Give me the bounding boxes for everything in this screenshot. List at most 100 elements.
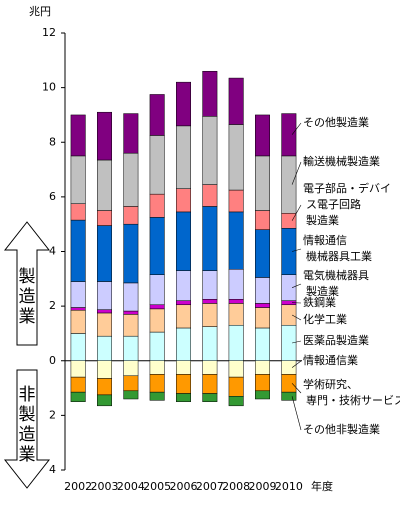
- bar-segment: [203, 299, 217, 303]
- x-axis-label: 年度: [311, 479, 333, 493]
- bar-segment: [282, 361, 296, 375]
- bar-segment: [176, 82, 190, 126]
- y-tick-label: 4: [49, 463, 56, 476]
- x-tick-label: 2008: [222, 480, 250, 493]
- bar-segment: [124, 153, 138, 206]
- bar-segment: [229, 269, 243, 299]
- legend-label: 情報通信業: [303, 354, 358, 367]
- legend-label: 医薬品製造業: [303, 333, 369, 347]
- bar-segment: [229, 325, 243, 361]
- bar-segment: [71, 282, 85, 308]
- bar-segment: [255, 230, 269, 278]
- bar-segment: [71, 307, 85, 310]
- y-unit: 兆円: [29, 5, 51, 18]
- bar-segment: [255, 277, 269, 303]
- bar-segment: [255, 156, 269, 211]
- bar-segment: [255, 307, 269, 327]
- bar-segment: [176, 301, 190, 305]
- annotation-char: 製: [19, 405, 36, 425]
- bar-segment: [150, 305, 164, 309]
- y-tick-label: 0: [49, 354, 56, 367]
- annotation-char: 造: [19, 287, 36, 307]
- bar-segment: [282, 213, 296, 228]
- bar-segment: [282, 392, 296, 400]
- bar-segment: [255, 328, 269, 361]
- bar-segment: [229, 377, 243, 396]
- legend-label: 化学工業: [303, 312, 347, 326]
- bar-segment: [282, 374, 296, 392]
- annotation: 製造業: [19, 267, 36, 327]
- bar-segment: [71, 310, 85, 333]
- bar-segment: [150, 309, 164, 332]
- bar-segment: [203, 374, 217, 393]
- bar-segment: [97, 282, 111, 310]
- bar-segment: [282, 228, 296, 274]
- bar-segment: [71, 361, 85, 377]
- x-tick-label: 2007: [196, 480, 224, 493]
- annotation-char: 製: [19, 267, 36, 287]
- bar-segment: [124, 114, 138, 154]
- bar-segment: [203, 394, 217, 402]
- bar-segment: [203, 303, 217, 326]
- annotation: 非製造業: [19, 385, 36, 465]
- legend-label: 電子部品・デバイ: [303, 181, 391, 195]
- bar-segment: [124, 206, 138, 224]
- bar-segment: [124, 376, 138, 391]
- y-tick-label: 2: [49, 408, 56, 421]
- x-tick-label: 2004: [117, 480, 145, 493]
- bar-segment: [203, 271, 217, 300]
- bar-segment: [229, 212, 243, 269]
- bar-segment: [97, 160, 111, 211]
- bar-segment: [229, 124, 243, 190]
- annotation-char: 業: [19, 445, 36, 465]
- bar-segment: [71, 220, 85, 281]
- bar-segment: [97, 226, 111, 282]
- bar-segment: [176, 212, 190, 271]
- x-tick-label: 2009: [249, 480, 277, 493]
- bar-segment: [150, 374, 164, 392]
- bar-segment: [203, 116, 217, 184]
- x-tick-label: 2006: [170, 480, 198, 493]
- bar-segment: [176, 305, 190, 328]
- bar-segment: [176, 374, 190, 393]
- bar-segment: [229, 190, 243, 212]
- legend-label: 製造業: [306, 284, 339, 298]
- bar-segment: [97, 395, 111, 406]
- bar-segment: [124, 391, 138, 399]
- bar-segment: [124, 224, 138, 283]
- bar-segment: [229, 78, 243, 124]
- bar-segment: [150, 194, 164, 217]
- x-tick-label: 2010: [275, 480, 303, 493]
- bar-segment: [255, 115, 269, 156]
- annotation-char: 業: [19, 307, 36, 327]
- bar-segment: [203, 185, 217, 207]
- bar-segment: [229, 299, 243, 303]
- bar-segment: [255, 374, 269, 390]
- y-tick-label: 2: [49, 299, 56, 312]
- bar-segment: [229, 396, 243, 406]
- bar-segment: [282, 275, 296, 301]
- legend-label: ス電子回路: [306, 198, 361, 211]
- bar-segment: [255, 391, 269, 399]
- bar-segment: [97, 310, 111, 313]
- legend-label: 製造業: [306, 213, 339, 227]
- bar-segment: [150, 94, 164, 135]
- bar-segment: [176, 328, 190, 361]
- bar-segment: [71, 156, 85, 204]
- bar-segment: [150, 217, 164, 274]
- x-tick-label: 2002: [64, 480, 92, 493]
- bar-segment: [150, 275, 164, 305]
- bar-segment: [229, 303, 243, 325]
- bar-segment: [124, 336, 138, 361]
- y-tick-label: 4: [49, 245, 56, 258]
- bar-segment: [176, 271, 190, 301]
- legend-label: 輸送機械製造業: [303, 154, 380, 168]
- bar-segment: [255, 211, 269, 230]
- legend-label: 学術研究、: [303, 377, 358, 391]
- legend-label: その他非製造業: [303, 422, 380, 436]
- bar-segment: [71, 115, 85, 156]
- bar-segment: [282, 325, 296, 361]
- x-tick-label: 2005: [143, 480, 171, 493]
- bar-segment: [203, 361, 217, 375]
